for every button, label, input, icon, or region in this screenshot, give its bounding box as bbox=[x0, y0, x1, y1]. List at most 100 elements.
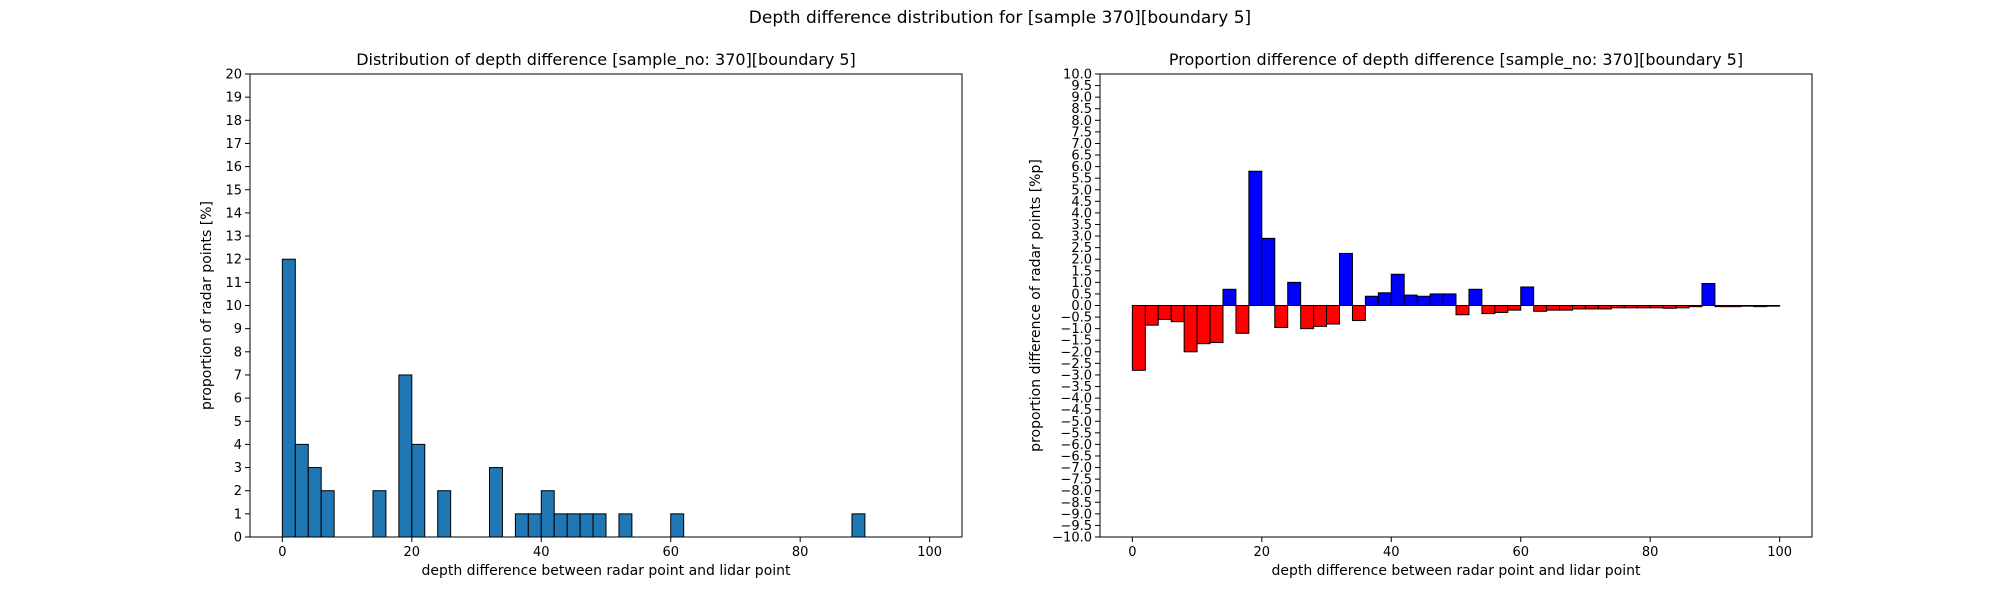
y-tick-label: 11 bbox=[225, 276, 242, 291]
bar-0 bbox=[1131, 305, 1146, 371]
bar-49 bbox=[1766, 305, 1781, 307]
y-tick-label: 7.5 bbox=[1071, 125, 1092, 140]
bar-25 bbox=[1455, 305, 1470, 316]
bar-44 bbox=[1701, 283, 1716, 307]
y-tick-label: 3.0 bbox=[1071, 230, 1092, 245]
y-axis-label: proportion of radar points [%] bbox=[199, 201, 215, 410]
bar-29 bbox=[1507, 305, 1522, 311]
y-tick-label: 14 bbox=[225, 206, 242, 221]
y-tick-label: 8.0 bbox=[1071, 114, 1092, 129]
y-tick-label: −2.0 bbox=[1060, 345, 1092, 360]
y-tick-label: −8.0 bbox=[1060, 484, 1092, 499]
bar-42 bbox=[1675, 305, 1690, 309]
y-tick-label: −8.5 bbox=[1060, 496, 1092, 511]
bar-30 bbox=[1520, 286, 1535, 307]
bar-21 bbox=[1403, 294, 1418, 306]
y-tick-label: −6.5 bbox=[1060, 449, 1092, 464]
bar-38 bbox=[1623, 305, 1638, 309]
y-tick-label: 0 bbox=[234, 531, 242, 546]
bar-6 bbox=[1209, 305, 1224, 344]
y-tick-label: 1.0 bbox=[1071, 276, 1092, 291]
bar-16 bbox=[1338, 252, 1353, 307]
y-tick-label: 9.5 bbox=[1071, 79, 1092, 94]
y-tick-label: 10 bbox=[225, 299, 242, 314]
x-tick-label: 60 bbox=[662, 545, 679, 560]
bar-12 bbox=[1287, 281, 1302, 307]
y-tick-label: 13 bbox=[225, 230, 242, 245]
x-tick-label: 80 bbox=[792, 545, 809, 560]
bar-31 bbox=[1533, 305, 1548, 312]
y-tick-label: 20 bbox=[225, 68, 242, 83]
bar-11 bbox=[1274, 305, 1289, 328]
bar-28 bbox=[1494, 305, 1509, 313]
x-tick-label: 60 bbox=[1512, 545, 1529, 560]
bar-18 bbox=[1364, 295, 1379, 306]
bar-13 bbox=[1300, 305, 1315, 330]
bar-33 bbox=[1559, 305, 1574, 311]
y-tick-label: 16 bbox=[225, 160, 242, 175]
y-tick-label: −2.5 bbox=[1060, 357, 1092, 372]
y-axis-label: proportion difference of radar points [%… bbox=[1028, 159, 1044, 452]
x-tick-label: 40 bbox=[1383, 545, 1400, 560]
y-tick-label: −10.0 bbox=[1052, 531, 1092, 546]
y-tick-label: 2 bbox=[234, 484, 242, 499]
x-tick-label: 0 bbox=[278, 545, 286, 560]
bar-32 bbox=[1546, 305, 1561, 311]
y-tick-label: 5.5 bbox=[1071, 172, 1092, 187]
bar-19 bbox=[1377, 292, 1392, 306]
bar-2 bbox=[1157, 305, 1172, 320]
y-tick-label: 0.0 bbox=[1071, 299, 1092, 314]
y-tick-label: 4 bbox=[234, 438, 242, 453]
bar-37 bbox=[1610, 305, 1625, 309]
x-tick-label: 80 bbox=[1642, 545, 1659, 560]
bar-47 bbox=[1740, 305, 1755, 307]
x-axis-label: depth difference between radar point and… bbox=[1271, 563, 1641, 579]
bar-14 bbox=[1313, 305, 1328, 327]
x-tick-label: 0 bbox=[1128, 545, 1136, 560]
bar-39 bbox=[1636, 305, 1651, 309]
bar-27 bbox=[1481, 305, 1496, 315]
y-tick-label: 10.0 bbox=[1063, 68, 1092, 83]
y-tick-label: 12 bbox=[225, 253, 242, 268]
y-tick-label: 17 bbox=[225, 137, 242, 152]
y-tick-label: 0.5 bbox=[1071, 287, 1092, 302]
y-tick-label: −6.0 bbox=[1060, 438, 1092, 453]
y-tick-label: 6.0 bbox=[1071, 160, 1092, 175]
x-tick-label: 20 bbox=[1254, 545, 1271, 560]
figure-suptitle: Depth difference distribution for [sampl… bbox=[748, 8, 1252, 28]
y-tick-label: −9.0 bbox=[1060, 507, 1092, 522]
y-tick-label: 6.5 bbox=[1071, 149, 1092, 164]
y-tick-label: −7.0 bbox=[1060, 461, 1092, 476]
y-tick-label: 5 bbox=[234, 415, 242, 430]
bar-35 bbox=[1584, 305, 1599, 310]
bar-17 bbox=[1351, 305, 1366, 322]
bar-48 bbox=[1753, 305, 1768, 308]
y-tick-label: 7.0 bbox=[1071, 137, 1092, 152]
bar-24 bbox=[1442, 293, 1457, 306]
y-tick-label: −5.5 bbox=[1060, 426, 1092, 441]
x-tick-label: 40 bbox=[533, 545, 550, 560]
y-tick-label: −4.0 bbox=[1060, 392, 1092, 407]
bar-20 bbox=[1390, 273, 1405, 306]
y-tick-label: 18 bbox=[225, 114, 242, 129]
bar-7 bbox=[1222, 288, 1237, 307]
bar-3 bbox=[1170, 305, 1185, 323]
y-tick-label: 9 bbox=[234, 322, 242, 337]
y-tick-label: 2.0 bbox=[1071, 253, 1092, 268]
y-tick-label: 1 bbox=[234, 507, 242, 522]
bar-1 bbox=[1144, 305, 1159, 326]
y-tick-label: −3.5 bbox=[1060, 380, 1092, 395]
y-tick-label: 5.0 bbox=[1071, 183, 1092, 198]
bar-45 bbox=[1714, 305, 1729, 308]
x-tick-label: 100 bbox=[1767, 545, 1792, 560]
bar-10 bbox=[1261, 237, 1276, 307]
y-tick-label: 8.5 bbox=[1071, 102, 1092, 117]
y-tick-label: 2.5 bbox=[1071, 241, 1092, 256]
bar-8 bbox=[1235, 305, 1250, 334]
x-tick-label: 20 bbox=[404, 545, 421, 560]
y-tick-label: 4.0 bbox=[1071, 206, 1092, 221]
bar-36 bbox=[1597, 305, 1612, 310]
y-tick-label: 3.5 bbox=[1071, 218, 1092, 233]
x-axis-label: depth difference between radar point and… bbox=[421, 563, 791, 579]
